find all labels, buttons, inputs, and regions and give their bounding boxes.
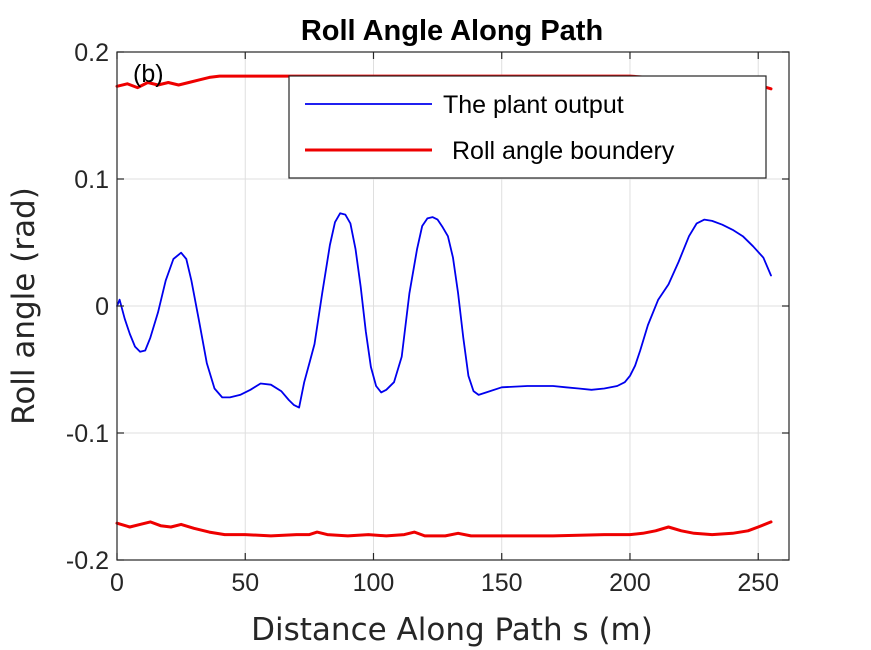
y-tick-label: 0 — [95, 293, 109, 321]
panel-label: (b) — [133, 60, 164, 88]
x-tick-label: 250 — [737, 569, 779, 597]
legend-box — [288, 75, 767, 179]
y-tick-label: 0.1 — [74, 166, 109, 194]
axis-ticks: 0 50 100 150 200 250 -0.2 -0.1 0 0.1 0.2 — [66, 39, 789, 597]
x-tick-label: 200 — [609, 569, 651, 597]
legend-label-roll-boundary: Roll angle boundery — [452, 137, 675, 165]
series-roll-boundary-lower-line — [115, 520, 773, 538]
legend: The plant output Roll angle boundery — [288, 75, 767, 179]
y-tick-label: -0.2 — [66, 547, 109, 575]
series-plant-output-line — [116, 212, 772, 409]
x-tick-label: 0 — [110, 569, 124, 597]
x-axis-label: Distance Along Path s (m) — [251, 612, 653, 648]
x-tick-label: 100 — [353, 569, 395, 597]
chart-title: Roll Angle Along Path — [301, 15, 603, 47]
x-tick-label: 150 — [481, 569, 523, 597]
y-axis-label: Roll angle (rad) — [6, 187, 42, 425]
y-tick-label: 0.2 — [74, 39, 109, 67]
x-tick-label: 50 — [231, 569, 259, 597]
y-tick-label: -0.1 — [66, 420, 109, 448]
legend-label-plant-output: The plant output — [443, 91, 624, 119]
